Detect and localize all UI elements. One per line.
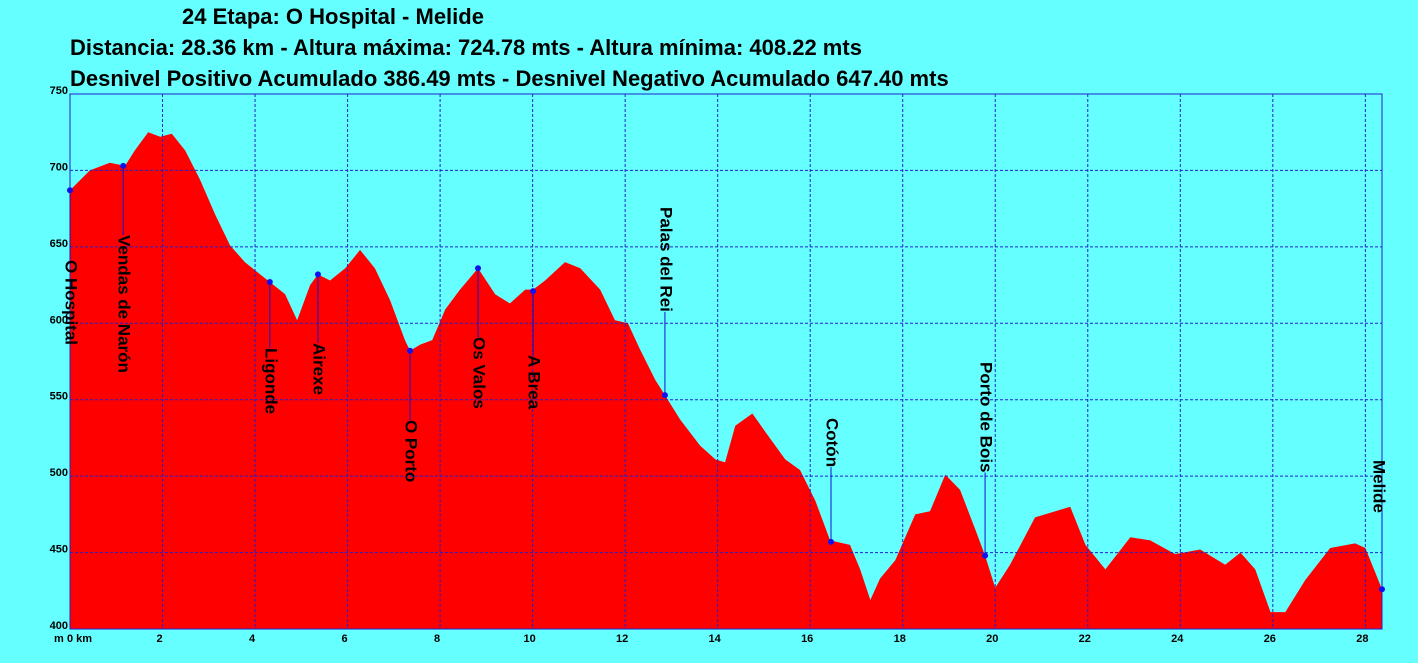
waypoint-marker: [67, 187, 73, 194]
waypoint-label: Melide: [1370, 460, 1389, 513]
waypoint-label: Os Valos: [470, 337, 489, 409]
waypoint-marker: [982, 552, 989, 559]
elevation-area: [70, 132, 1382, 629]
waypoint-marker: [407, 347, 414, 354]
waypoint-label: A Brea: [525, 355, 544, 410]
y-tick-label: 750: [50, 85, 68, 97]
x-tick-label: 2: [156, 633, 162, 645]
x-tick-label: 10: [523, 633, 535, 645]
x-tick-label: 20: [986, 633, 998, 645]
x-tick-label: 4: [249, 633, 256, 645]
waypoint-marker: [266, 279, 273, 286]
y-tick-label: 700: [50, 161, 68, 173]
chart-subtitle: Desnivel Positivo Acumulado 386.49 mts -…: [70, 66, 949, 91]
x-tick-label: 0 km: [67, 633, 92, 645]
waypoint-label: Ligonde: [261, 348, 280, 414]
x-tick-label: 16: [801, 633, 813, 645]
waypoint-label: Porto de Bois: [977, 362, 996, 473]
plot-border: [69, 93, 1383, 630]
waypoint-marker: [314, 271, 321, 278]
waypoint-marker: [120, 162, 127, 169]
y-tick-label: 550: [50, 391, 68, 403]
waypoint-marker: [828, 538, 835, 545]
waypoint-label: Airexe: [309, 343, 328, 395]
chart-title: 24 Etapa: O Hospital - Melide: [182, 4, 484, 29]
y-tick-label: 400: [50, 620, 68, 632]
chart-subtitle: Distancia: 28.36 km - Altura máxima: 724…: [70, 35, 862, 60]
waypoint-label: Cotón: [823, 418, 842, 467]
y-tick-label: 650: [50, 238, 68, 250]
y-tick-label: 500: [50, 467, 68, 479]
x-tick-label: 24: [1171, 633, 1184, 645]
y-tick-label: 450: [50, 544, 68, 556]
y-axis-label: m: [54, 633, 64, 645]
y-tick-label: 600: [50, 314, 68, 326]
x-tick-label: 8: [434, 633, 440, 645]
waypoint-label: O Hospital: [62, 260, 81, 345]
waypoint-label: Palas del Rei: [656, 207, 675, 312]
x-tick-label: 22: [1079, 633, 1091, 645]
x-tick-label: 28: [1356, 633, 1368, 645]
x-tick-label: 26: [1264, 633, 1276, 645]
x-tick-label: 18: [894, 633, 906, 645]
waypoint-label: Vendas de Narón: [115, 235, 134, 373]
waypoint-marker: [530, 288, 537, 295]
waypoint-marker: [661, 392, 668, 399]
x-tick-label: 14: [709, 633, 722, 645]
x-tick-label: 6: [342, 633, 348, 645]
waypoint-marker: [475, 265, 482, 272]
waypoint-marker: [1379, 586, 1385, 593]
waypoint-label: O Porto: [402, 420, 421, 482]
x-tick-label: 12: [616, 633, 628, 645]
